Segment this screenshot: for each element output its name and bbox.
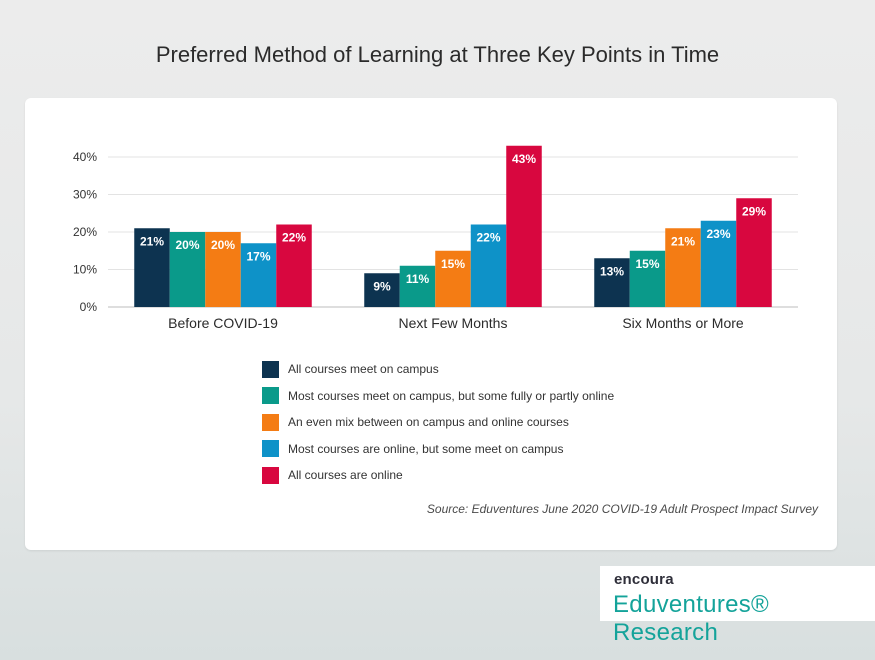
y-tick-label: 20% xyxy=(73,225,97,239)
data-label: 23% xyxy=(706,227,730,241)
legend-label: Most courses are online, but some meet o… xyxy=(288,441,564,456)
brand-logo: encoura Eduventures® Research xyxy=(600,566,875,646)
bar xyxy=(506,145,542,307)
data-label: 20% xyxy=(175,238,199,252)
legend-swatch xyxy=(262,413,279,431)
legend-swatch xyxy=(262,466,279,484)
chart-card xyxy=(25,98,837,550)
source-note: Source: Eduventures June 2020 COVID-19 A… xyxy=(426,502,818,516)
data-label: 21% xyxy=(140,234,164,248)
legend-swatch xyxy=(262,440,279,457)
data-label: 17% xyxy=(246,249,270,263)
legend-label: Most courses meet on campus, but some fu… xyxy=(288,388,615,403)
brand-company: encoura xyxy=(614,571,674,588)
bar xyxy=(276,224,312,307)
bar xyxy=(736,198,772,307)
data-label: 21% xyxy=(671,234,695,248)
data-label: 43% xyxy=(512,152,536,166)
data-label: 13% xyxy=(600,264,624,278)
y-axis: 0% 10% 20% 30% 40% xyxy=(73,150,97,314)
data-label: 15% xyxy=(441,257,465,271)
data-label: 11% xyxy=(406,272,430,286)
data-label: 29% xyxy=(742,204,766,218)
legend-swatch xyxy=(262,387,279,404)
y-tick-label: 10% xyxy=(73,263,97,277)
legend-label: An even mix between on campus and online… xyxy=(288,415,569,429)
data-label: 15% xyxy=(635,257,659,271)
legend-label: All courses are online xyxy=(288,468,403,482)
y-tick-label: 30% xyxy=(73,188,97,202)
legend-item: Most courses are online, but some meet o… xyxy=(262,440,614,458)
legend-swatch xyxy=(262,360,279,378)
x-tick-label: Next Few Months xyxy=(399,315,508,331)
bar xyxy=(435,250,471,307)
y-tick-label: 40% xyxy=(73,150,97,164)
legend-item: All courses meet on campus xyxy=(262,360,614,378)
bar xyxy=(594,258,630,307)
bar xyxy=(629,250,666,307)
data-label: 9% xyxy=(373,279,391,293)
data-label: 22% xyxy=(282,231,306,245)
y-tick-label: 0% xyxy=(80,300,98,314)
bar xyxy=(205,232,241,307)
legend-label: All courses meet on campus xyxy=(288,362,439,376)
bar xyxy=(665,228,701,307)
bar xyxy=(169,232,206,307)
legend-item: Most courses meet on campus, but some fu… xyxy=(262,387,614,405)
legend-item: An even mix between on campus and online… xyxy=(262,413,614,431)
x-axis: Before COVID-19 Next Few Months Six Months… xyxy=(168,315,744,331)
data-labels: 21% 20% 20% 17% 22% 9% 11% 15% 22% 43% 13% 15% 21% 23… xyxy=(140,152,766,294)
brand-division: Eduventures® Research xyxy=(613,591,770,646)
legend: All courses meet on campus Most courses m… xyxy=(262,360,614,493)
legend-item: All courses are online xyxy=(262,466,614,484)
bars xyxy=(134,145,772,307)
x-tick-label: Before COVID-19 xyxy=(168,315,278,331)
x-tick-label: Six Months or More xyxy=(622,315,744,331)
bar xyxy=(700,220,737,307)
chart-title: Preferred Method of Learning at Three Ke… xyxy=(155,42,720,67)
data-label: 22% xyxy=(476,231,500,245)
bar xyxy=(470,224,507,307)
data-label: 20% xyxy=(211,238,235,252)
bar xyxy=(364,273,400,307)
bar xyxy=(399,265,436,307)
bar xyxy=(240,243,277,307)
bar xyxy=(134,228,170,307)
